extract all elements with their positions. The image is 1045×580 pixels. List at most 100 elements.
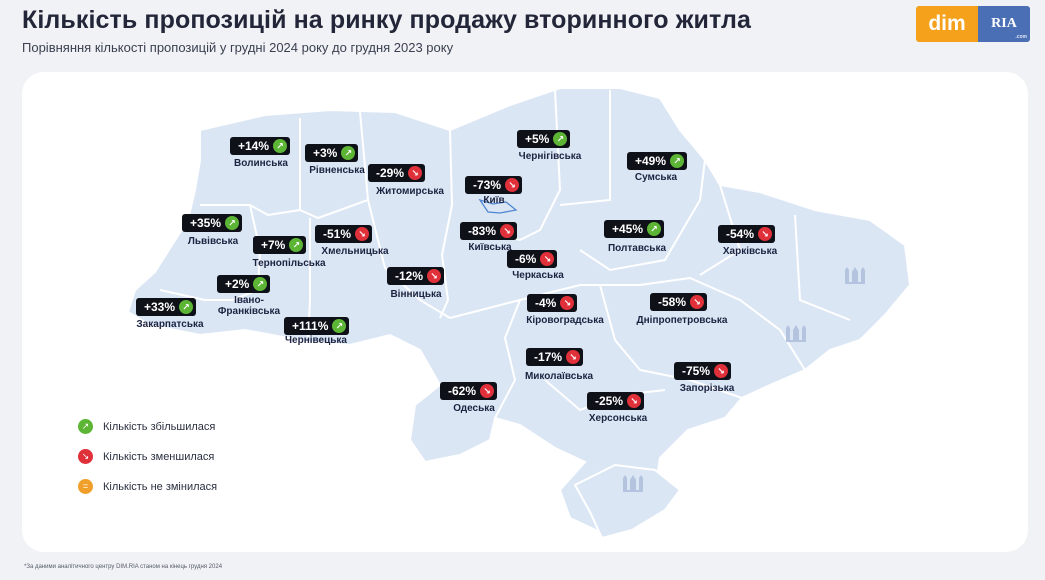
region-value: +14% bbox=[238, 139, 270, 153]
region-badge[interactable]: +3% ↗ bbox=[305, 144, 359, 162]
region-badge[interactable]: -4% ↘ bbox=[527, 294, 578, 312]
arrow-up-right-icon: ↗ bbox=[341, 146, 356, 160]
arrow-down-right-icon: ↘ bbox=[408, 166, 423, 180]
region-name: Київська bbox=[468, 242, 512, 253]
region-badge[interactable]: -62% ↘ bbox=[440, 382, 498, 400]
region-badge[interactable]: +45% ↗ bbox=[604, 220, 665, 238]
page-subtitle: Порівняння кількості пропозицій у грудні… bbox=[22, 40, 454, 55]
footnote: *За даними аналітичного центру DIM.RIA с… bbox=[24, 564, 223, 570]
region-value: -25% bbox=[595, 394, 624, 408]
region-value: +3% bbox=[313, 146, 338, 160]
arrow-down-right-icon: ↘ bbox=[758, 227, 773, 241]
region-name: Харківська bbox=[722, 246, 778, 257]
region-value: -83% bbox=[468, 224, 497, 238]
arrow-up-right-icon: ↗ bbox=[253, 277, 268, 291]
region-value: +7% bbox=[261, 238, 286, 252]
region-badge[interactable]: +33% ↗ bbox=[136, 298, 197, 316]
region-name: Вінницька bbox=[390, 289, 442, 300]
region-value: +111% bbox=[292, 319, 329, 333]
region-value: -54% bbox=[726, 227, 755, 241]
region-badge[interactable]: -12% ↘ bbox=[387, 267, 445, 285]
arrow-down-right-icon: ↘ bbox=[78, 449, 93, 464]
legend-label-increase: Кількість збільшилася bbox=[103, 420, 216, 433]
region-badge[interactable]: -83% ↘ bbox=[460, 222, 518, 240]
arrow-up-right-icon: ↗ bbox=[225, 216, 240, 230]
region-value: +49% bbox=[635, 154, 667, 168]
region-badge[interactable]: -54% ↘ bbox=[718, 225, 776, 243]
arrow-up-right-icon: ↗ bbox=[670, 154, 685, 168]
arrow-up-right-icon: ↗ bbox=[553, 132, 568, 146]
region-badge[interactable]: +35% ↗ bbox=[182, 214, 243, 232]
region-name: Дніпропетровська bbox=[636, 315, 728, 326]
legend-decrease: ↘ Кількість зменшилася bbox=[78, 449, 214, 464]
logo-dim: dim bbox=[916, 6, 978, 42]
region-value: +33% bbox=[144, 300, 176, 314]
region-badge[interactable]: -51% ↘ bbox=[315, 225, 373, 243]
region-name: Львівська bbox=[187, 236, 239, 247]
region-value: -73% bbox=[473, 178, 502, 192]
region-value: -4% bbox=[535, 296, 557, 310]
equals-icon: = bbox=[78, 479, 93, 494]
legend-increase: ↗ Кількість збільшилася bbox=[78, 419, 215, 434]
region-badge[interactable]: -73% ↘ bbox=[465, 176, 523, 194]
region-badge[interactable]: +49% ↗ bbox=[627, 152, 688, 170]
region-name: Волинська bbox=[234, 158, 288, 169]
region-name: Чернівецька bbox=[285, 335, 347, 346]
region-name: Черкаська bbox=[512, 270, 564, 281]
arrow-down-right-icon: ↘ bbox=[566, 350, 581, 364]
region-value: +45% bbox=[612, 222, 644, 236]
arrow-down-right-icon: ↘ bbox=[480, 384, 495, 398]
logo-ria-sub: .com bbox=[1015, 34, 1027, 40]
region-badge[interactable]: -6% ↘ bbox=[507, 250, 558, 268]
region-badge[interactable]: -29% ↘ bbox=[368, 164, 426, 182]
region-value: +2% bbox=[225, 277, 250, 291]
region-badge[interactable]: -75% ↘ bbox=[674, 362, 732, 380]
region-name: Київ bbox=[483, 195, 505, 206]
arrow-down-right-icon: ↘ bbox=[355, 227, 370, 241]
arrow-up-right-icon: ↗ bbox=[273, 139, 288, 153]
region-name: Кіровоградська bbox=[526, 315, 604, 326]
arrow-down-right-icon: ↘ bbox=[627, 394, 642, 408]
region-value: -17% bbox=[534, 350, 563, 364]
region-name: Запорізька bbox=[679, 383, 735, 394]
arrow-up-right-icon: ↗ bbox=[332, 319, 347, 333]
arrow-up-right-icon: ↗ bbox=[78, 419, 93, 434]
region-value: -62% bbox=[448, 384, 477, 398]
region-badge[interactable]: -17% ↘ bbox=[526, 348, 584, 366]
region-name: Хмельницька bbox=[321, 246, 389, 257]
legend-unchanged: = Кількість не змінилася bbox=[78, 479, 217, 494]
arrow-down-right-icon: ↘ bbox=[500, 224, 515, 238]
crimea bbox=[573, 463, 682, 540]
arrow-up-right-icon: ↗ bbox=[179, 300, 194, 314]
page-title: Кількість пропозицій на ринку продажу вт… bbox=[22, 6, 752, 34]
region-name: Миколаївська bbox=[524, 371, 594, 382]
region-badge[interactable]: +111% ↗ bbox=[284, 317, 350, 335]
region-badge[interactable]: +5% ↗ bbox=[517, 130, 571, 148]
trident-icon bbox=[623, 267, 865, 492]
region-value: -51% bbox=[323, 227, 352, 241]
arrow-down-right-icon: ↘ bbox=[540, 252, 555, 266]
arrow-up-right-icon: ↗ bbox=[289, 238, 304, 252]
arrow-down-right-icon: ↘ bbox=[714, 364, 729, 378]
region-name: Івано-Франківська bbox=[217, 295, 281, 317]
region-badge[interactable]: +7% ↗ bbox=[253, 236, 307, 254]
region-name: Херсонська bbox=[588, 413, 648, 424]
region-name: Одеська bbox=[453, 403, 495, 414]
region-value: +5% bbox=[525, 132, 550, 146]
region-badge[interactable]: +14% ↗ bbox=[230, 137, 291, 155]
region-value: -58% bbox=[658, 295, 687, 309]
region-name: Житомирська bbox=[376, 186, 444, 197]
region-value: -6% bbox=[515, 252, 537, 266]
region-badge[interactable]: -58% ↘ bbox=[650, 293, 708, 311]
arrow-up-right-icon: ↗ bbox=[647, 222, 662, 236]
region-value: -12% bbox=[395, 269, 424, 283]
region-badge[interactable]: +2% ↗ bbox=[217, 275, 271, 293]
logo-ria-text: RIA bbox=[991, 16, 1017, 31]
region-name: Закарпатська bbox=[136, 319, 204, 330]
legend-label-unchanged: Кількість не змінилася bbox=[103, 480, 218, 493]
arrow-down-right-icon: ↘ bbox=[560, 296, 575, 310]
dim-ria-logo[interactable]: dim RIA .com bbox=[916, 6, 1030, 42]
region-badge[interactable]: -25% ↘ bbox=[587, 392, 645, 410]
arrow-down-right-icon: ↘ bbox=[505, 178, 520, 192]
logo-ria: RIA .com bbox=[978, 6, 1030, 42]
